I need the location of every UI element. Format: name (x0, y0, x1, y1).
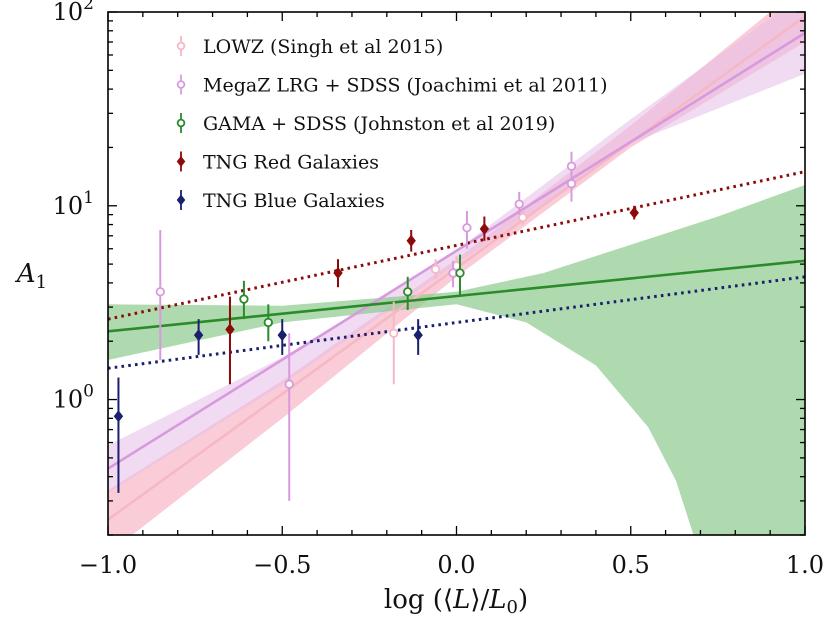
megaz-lrg-sdss-joachimi-et-al-2011-point-0 (155, 287, 165, 297)
gama-sdss-johnston-et-al-2019-fit-line (108, 259, 805, 333)
legend-marker (176, 118, 186, 128)
gama-sdss-johnston-et-al-2019-point-1 (263, 317, 273, 328)
legend-label: TNG Red Galaxies (203, 152, 379, 174)
megaz-lrg-sdss-joachimi-et-al-2011-point-1 (284, 379, 294, 389)
tng-blue-galaxies-point-0 (113, 410, 124, 423)
tng-blue-galaxies-point-3 (413, 329, 423, 342)
megaz-lrg-sdss-joachimi-et-al-2011-point-6 (566, 179, 577, 189)
tng-blue-galaxies-point-2 (277, 329, 287, 342)
x-tick-label: 0.5 (612, 551, 650, 579)
legend-marker (176, 156, 186, 167)
legend-entry-megaz-lrg-sdss-joachimi-et-al-2011: MegaZ LRG + SDSS (Joachimi et al 2011) (176, 74, 608, 97)
megaz-lrg-sdss-joachimi-et-al-2011-band (108, 12, 805, 493)
gama-sdss-johnston-et-al-2019-point-0 (239, 294, 249, 304)
megaz-lrg-sdss-joachimi-et-al-2011-point-3 (462, 223, 472, 233)
tng-blue-galaxies-point-1 (193, 329, 204, 342)
legend-marker (176, 80, 186, 89)
tng-red-galaxies-point-4 (629, 206, 639, 219)
legend-label: GAMA + SDSS (Johnston et al 2019) (203, 113, 555, 135)
lowz-singh-et-al-2015-point-1 (430, 264, 441, 274)
lowz-singh-et-al-2015-point-3 (518, 212, 528, 223)
x-tick-label: −1.0 (79, 551, 137, 579)
y-tick-label: 100 (53, 382, 94, 414)
tng-blue-galaxies-fit-line (108, 275, 805, 370)
legend-marker (176, 194, 186, 206)
tng-red-galaxies-point-0 (225, 323, 235, 336)
x-tick-label: 1.0 (786, 551, 824, 579)
megaz-lrg-sdss-joachimi-et-al-2011-fit-line (108, 31, 805, 470)
tng-red-galaxies-point-3 (479, 222, 490, 235)
lowz-singh-et-al-2015-point-0 (389, 328, 399, 338)
gama-sdss-johnston-et-al-2019-point-2 (455, 268, 465, 278)
tng-red-galaxies-point-1 (333, 266, 343, 279)
x-axis-label: log (⟨L⟩/L0) (384, 585, 528, 618)
x-tick-label: 0.0 (437, 551, 475, 579)
legend-entry-gama-sdss-johnston-et-al-2019: GAMA + SDSS (Johnston et al 2019) (176, 113, 555, 135)
y-axis-label: A1 (15, 259, 47, 293)
tng-red-galaxies-point-2 (406, 234, 416, 247)
legend-label: LOWZ (Singh et al 2015) (203, 36, 443, 58)
legend-entry-tng-blue-galaxies: TNG Blue Galaxies (176, 190, 385, 212)
legend-marker (176, 41, 186, 51)
megaz-lrg-sdss-joachimi-et-al-2011-point-4 (514, 199, 524, 209)
gama-sdss-johnston-et-al-2019-band (108, 185, 805, 535)
legend-label: TNG Blue Galaxies (203, 190, 385, 212)
tng-red-galaxies-fit-line (108, 170, 805, 321)
legend-entry-lowz-singh-et-al-2015: LOWZ (Singh et al 2015) (176, 36, 443, 58)
megaz-lrg-sdss-joachimi-et-al-2011-point-5 (566, 161, 577, 171)
legend-entry-tng-red-galaxies: TNG Red Galaxies (176, 151, 379, 174)
y-tick-label: 102 (53, 0, 94, 26)
gama-sdss-johnston-et-al-2019-point-3 (403, 287, 413, 297)
y-tick-label: 101 (53, 188, 94, 220)
legend-label: MegaZ LRG + SDSS (Joachimi et al 2011) (203, 75, 608, 97)
x-tick-label: −0.5 (253, 551, 311, 579)
